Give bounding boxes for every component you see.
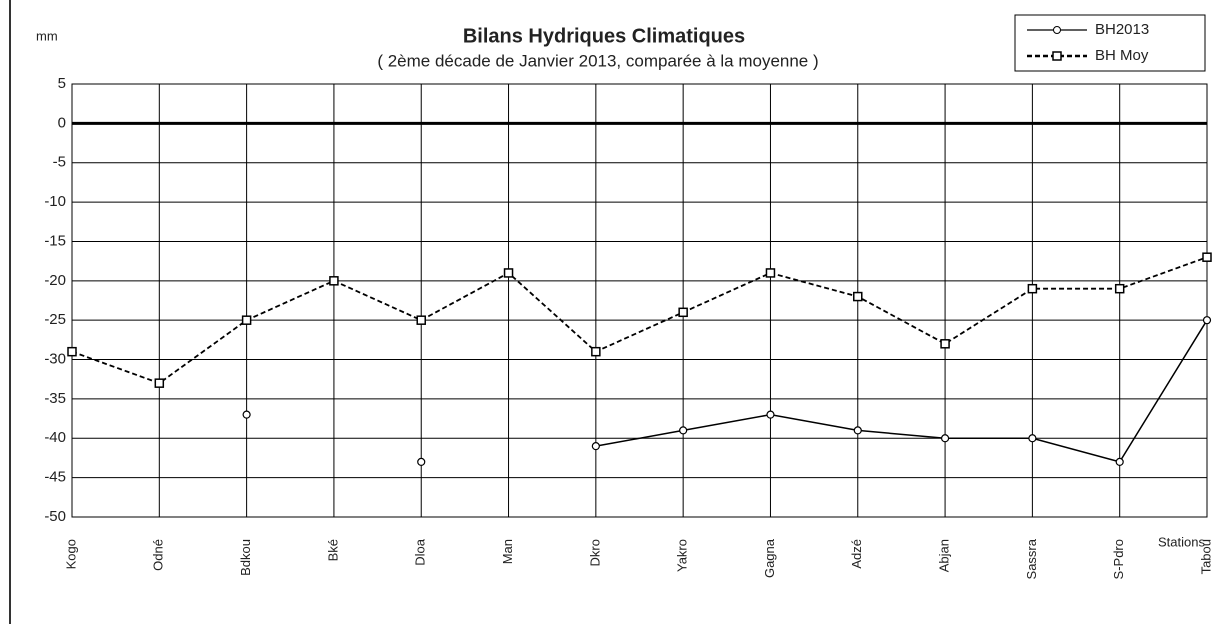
x-tick-label: S-Pdro: [1111, 539, 1126, 579]
plot-area: [71, 83, 1208, 518]
marker: [1202, 316, 1212, 325]
series-line: [595, 319, 1208, 463]
marker: [679, 426, 688, 435]
marker: [1202, 252, 1212, 262]
marker: [1114, 283, 1125, 294]
marker: [417, 457, 426, 466]
legend-marker: [1053, 26, 1061, 34]
marker: [329, 276, 339, 286]
y-tick-label: -15: [44, 232, 66, 249]
x-tick-label: Abjan: [937, 539, 952, 572]
legend-label: BH Moy: [1095, 47, 1149, 64]
chart-subtitle: ( 2ème décade de Janvier 2013, comparée …: [377, 51, 818, 70]
x-tick-label: Man: [500, 539, 515, 564]
marker: [1115, 457, 1124, 466]
y-tick-label: -25: [44, 311, 66, 328]
y-tick-label: -45: [44, 469, 66, 486]
x-tick-label: Yakro: [675, 539, 690, 572]
y-tick-label: 0: [58, 114, 66, 131]
legend-label: BH2013: [1095, 21, 1149, 38]
chart-title: Bilans Hydriques Climatiques: [463, 25, 745, 47]
y-tick-label: -20: [44, 272, 66, 289]
marker: [1027, 283, 1038, 294]
y-tick-label: -50: [44, 508, 66, 525]
y-tick-label: 5: [58, 75, 66, 92]
x-tick-label: Kogo: [63, 539, 78, 569]
y-tick-label: -35: [44, 390, 66, 407]
marker: [67, 346, 77, 357]
marker: [940, 434, 950, 443]
y-tick-label: -30: [44, 351, 66, 368]
marker: [591, 442, 600, 451]
x-tick-label: Gagna: [762, 538, 777, 578]
marker: [853, 291, 863, 302]
x-tick-label: Bké: [325, 539, 340, 561]
marker: [1028, 434, 1037, 443]
marker: [503, 268, 514, 278]
y-axis-label: mm: [36, 28, 58, 43]
y-tick-label: -5: [53, 154, 66, 171]
marker: [940, 339, 950, 349]
marker: [678, 307, 688, 318]
x-tick-label: Odné: [151, 539, 166, 571]
x-axis-label: Stations: [1158, 534, 1205, 549]
legend-box: [1014, 14, 1206, 72]
marker: [154, 378, 165, 388]
marker: [765, 268, 776, 278]
marker: [853, 426, 862, 435]
series-line: [71, 256, 1208, 385]
x-tick-label: Adzé: [849, 539, 864, 569]
marker: [242, 410, 251, 419]
marker: [591, 346, 601, 357]
x-tick-label: Sassra: [1024, 538, 1039, 579]
marker: [241, 315, 252, 325]
marker: [766, 410, 775, 419]
x-tick-label: Dloa: [413, 538, 428, 566]
x-tick-label: Tabou: [1198, 539, 1213, 574]
x-tick-label: Bdkou: [238, 539, 253, 576]
y-tick-label: -10: [44, 193, 66, 210]
marker: [416, 315, 426, 325]
legend-marker: [1052, 51, 1062, 61]
x-tick-label: Dkro: [587, 539, 602, 566]
y-tick-label: -40: [44, 429, 66, 446]
